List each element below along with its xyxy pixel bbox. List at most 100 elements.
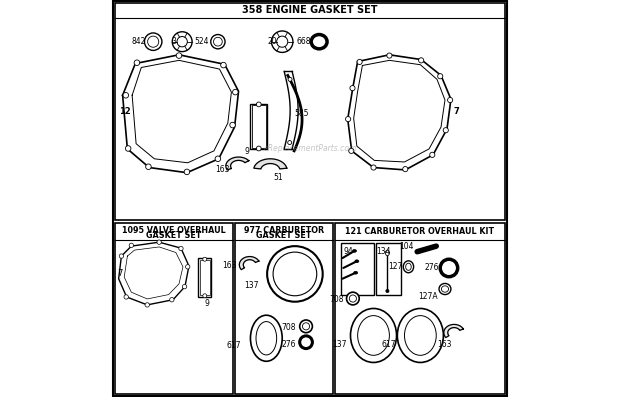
Ellipse shape (177, 37, 187, 47)
Ellipse shape (184, 169, 190, 175)
Ellipse shape (353, 250, 356, 252)
Text: 51: 51 (273, 173, 283, 181)
Ellipse shape (349, 295, 356, 302)
Bar (335, 223, 505, 394)
Text: 163: 163 (215, 166, 230, 174)
Ellipse shape (418, 58, 423, 63)
Ellipse shape (146, 164, 151, 170)
Ellipse shape (299, 336, 312, 349)
Ellipse shape (303, 323, 309, 330)
Ellipse shape (119, 254, 123, 258)
Ellipse shape (213, 37, 222, 46)
Ellipse shape (443, 128, 448, 133)
Bar (198, 258, 211, 297)
Text: 9: 9 (205, 299, 209, 308)
Text: 708: 708 (281, 323, 296, 332)
Bar (250, 104, 267, 149)
Text: 127A: 127A (418, 293, 438, 301)
Ellipse shape (350, 86, 355, 91)
Text: 121 CARBURETOR OVERHAUL KIT: 121 CARBURETOR OVERHAUL KIT (345, 227, 495, 236)
Ellipse shape (358, 316, 389, 355)
Ellipse shape (386, 289, 389, 293)
Bar (341, 243, 373, 295)
Ellipse shape (176, 53, 182, 58)
Ellipse shape (403, 261, 414, 273)
Ellipse shape (397, 308, 443, 362)
Ellipse shape (405, 263, 411, 270)
Bar (376, 243, 401, 295)
Text: 276: 276 (425, 264, 440, 272)
Ellipse shape (347, 292, 359, 305)
Ellipse shape (430, 152, 435, 158)
Text: GASKET SET: GASKET SET (256, 231, 312, 240)
Ellipse shape (144, 33, 162, 50)
Ellipse shape (172, 32, 192, 52)
Text: 617: 617 (381, 340, 396, 349)
Ellipse shape (185, 264, 190, 269)
Ellipse shape (272, 31, 293, 52)
Ellipse shape (124, 295, 128, 299)
Bar (252, 105, 265, 148)
Ellipse shape (371, 165, 376, 170)
Bar (200, 260, 210, 295)
Text: 1095 VALVE OVERHAUL: 1095 VALVE OVERHAUL (122, 226, 226, 235)
Ellipse shape (256, 322, 277, 355)
Text: 7: 7 (117, 270, 122, 278)
Text: 104: 104 (399, 243, 414, 251)
Bar (115, 223, 233, 394)
Ellipse shape (157, 240, 161, 244)
Text: 163: 163 (222, 262, 237, 270)
Ellipse shape (438, 74, 443, 79)
Text: 524: 524 (195, 37, 210, 46)
Ellipse shape (215, 156, 221, 162)
Ellipse shape (148, 36, 159, 47)
Text: 137: 137 (332, 340, 347, 349)
Ellipse shape (350, 308, 397, 362)
Ellipse shape (134, 60, 140, 66)
Ellipse shape (277, 36, 288, 47)
Text: 977 CARBURETOR: 977 CARBURETOR (244, 226, 324, 235)
Ellipse shape (257, 102, 261, 107)
Polygon shape (254, 159, 287, 169)
Ellipse shape (440, 259, 458, 277)
Ellipse shape (182, 284, 187, 289)
Ellipse shape (221, 62, 226, 68)
Text: 708: 708 (329, 295, 343, 304)
Ellipse shape (288, 77, 292, 81)
Text: 842: 842 (131, 37, 146, 46)
Polygon shape (444, 324, 463, 337)
Polygon shape (239, 256, 259, 270)
Ellipse shape (439, 283, 451, 295)
Ellipse shape (345, 117, 351, 121)
Text: 20: 20 (267, 37, 277, 46)
Ellipse shape (267, 246, 322, 302)
Text: 94: 94 (343, 247, 353, 256)
Text: 358 ENGINE GASKET SET: 358 ENGINE GASKET SET (242, 5, 378, 15)
Text: 276: 276 (281, 340, 296, 349)
Ellipse shape (203, 257, 207, 261)
Ellipse shape (145, 303, 149, 307)
Ellipse shape (250, 315, 282, 361)
Ellipse shape (353, 272, 358, 274)
Text: 163: 163 (437, 340, 451, 349)
Ellipse shape (387, 53, 392, 58)
Ellipse shape (257, 146, 261, 151)
Ellipse shape (403, 167, 408, 172)
Ellipse shape (311, 35, 327, 49)
Text: 9: 9 (245, 147, 250, 156)
Text: GASKET SET: GASKET SET (146, 231, 202, 240)
Text: 585: 585 (294, 109, 309, 118)
Ellipse shape (357, 60, 362, 65)
Ellipse shape (288, 141, 291, 145)
Ellipse shape (299, 320, 312, 333)
Text: 7: 7 (454, 107, 459, 116)
Ellipse shape (179, 246, 183, 251)
Bar (115, 3, 505, 220)
Text: eReplacementParts.com: eReplacementParts.com (264, 145, 356, 153)
Ellipse shape (230, 122, 236, 128)
Ellipse shape (273, 252, 317, 296)
Ellipse shape (441, 286, 448, 292)
Ellipse shape (211, 35, 225, 49)
Ellipse shape (386, 250, 389, 256)
Text: 134: 134 (377, 247, 391, 256)
